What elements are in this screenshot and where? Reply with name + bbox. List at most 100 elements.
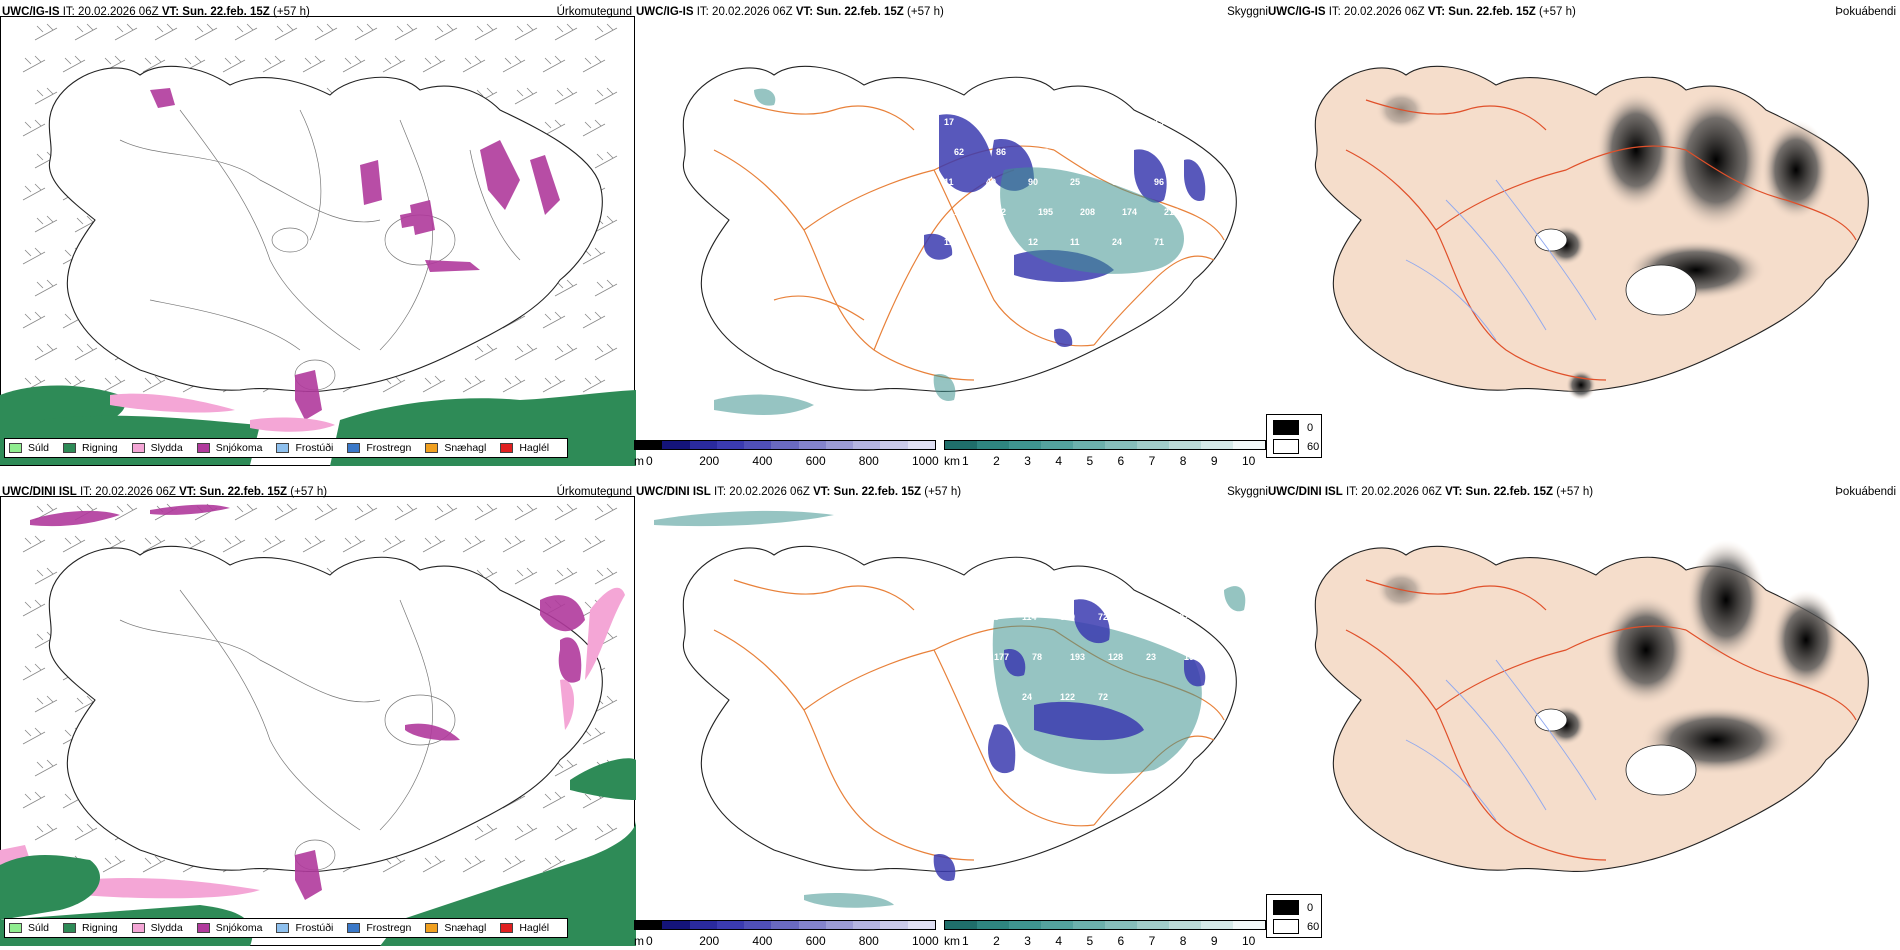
wind-barb: [314, 23, 338, 41]
wind-barb: [34, 215, 58, 233]
visibility-value-labels: 125 114 330 72 11 182 177 78 193 128 23 19 26 24 122 72: [984, 612, 1194, 702]
wind-barb: [462, 375, 486, 393]
colorbar-tick: 5: [1086, 934, 1094, 948]
panel-title-precip: Úrkomutegund: [556, 6, 632, 18]
wind-barb: [582, 311, 606, 329]
wind-barb: [302, 55, 326, 73]
wind-barb: [302, 535, 326, 553]
legend-item: Frostregn: [347, 442, 411, 454]
colorbar-tick: 3: [1024, 934, 1031, 948]
visibility-label: 120: [944, 237, 959, 247]
visibility-colorbar: km 1 2 3 4 5 6 7 8 9 10: [944, 440, 1266, 470]
precip-panel-bottom: UWC/DINI ISL IT: 20.02.2026 06Z VT: Sun.…: [0, 480, 636, 950]
visibility-panel-top: UWC/IG-IS IT: 20.02.2026 06Z VT: Sun. 22…: [634, 0, 1270, 470]
colorbar-tick: 0: [646, 454, 653, 468]
colorbar-tick: 8: [1179, 934, 1187, 948]
wind-barb: [22, 599, 46, 617]
colorbar-tick: 400: [752, 454, 773, 468]
wind-barb: [554, 343, 578, 361]
visibility-label: 114: [1022, 612, 1037, 622]
precip-sleet: [0, 587, 625, 899]
internal-contours: [119, 589, 456, 871]
visibility-label: 96: [1154, 177, 1164, 187]
panel-header: UWC/DINI ISL IT: 20.02.2026 06Z VT: Sun.…: [636, 486, 1268, 498]
visibility-label: 125: [984, 612, 999, 622]
visibility-label: 177: [994, 652, 1009, 662]
wind-barb: [554, 823, 578, 841]
visibility-label: 78: [1032, 652, 1042, 662]
colorbar-tick: 6: [1117, 454, 1125, 468]
visibility-label: 11: [1122, 147, 1132, 157]
wind-barb: [422, 55, 446, 73]
fog-map: [1314, 65, 1869, 400]
wind-barb: [34, 823, 58, 841]
rivers: [1405, 659, 1597, 821]
wind-barb: [22, 663, 46, 681]
wind-barb: [34, 695, 58, 713]
wind-barb: [502, 535, 526, 553]
wind-barb: [102, 375, 126, 393]
wind-barb: [354, 23, 378, 41]
wind-barb: [542, 791, 566, 809]
wind-barb: [554, 87, 578, 105]
visibility-label: 93: [1028, 117, 1038, 127]
wind-barb: [354, 503, 378, 521]
colorbar-tick: 800: [858, 454, 879, 468]
legend-item: Rigning: [63, 442, 118, 454]
cloud-base-blue: [924, 114, 1206, 347]
colorbar-tick: 1000: [912, 454, 939, 468]
colorbar-tick: 4: [1055, 454, 1063, 468]
wind-barb: [434, 503, 458, 521]
wind-barb: [34, 87, 58, 105]
wind-barb: [422, 855, 446, 873]
wind-barb: [394, 503, 418, 521]
legend-item: Snæhagl: [425, 442, 486, 454]
visibility-label: 72: [1098, 612, 1108, 622]
wind-barb: [34, 279, 58, 297]
colorbar-tick: 600: [805, 934, 826, 948]
visibility-label: 208: [1080, 207, 1095, 217]
wind-barb: [154, 23, 178, 41]
panel-header: UWC/IG-IS IT: 20.02.2026 06Z VT: Sun. 22…: [636, 6, 1268, 18]
visibility-label: 87: [1112, 177, 1122, 187]
fog-legend: 0 60: [1266, 894, 1322, 938]
colorbar-tick: 200: [699, 454, 720, 468]
wind-barb: [262, 535, 286, 553]
cloud-base-colorbar: m 0 200 400 600 800 1000: [634, 440, 939, 470]
colorbar-tick: 0: [646, 934, 653, 948]
wind-barb: [542, 535, 566, 553]
visibility-label: 71: [1154, 237, 1164, 247]
wind-barb: [74, 23, 98, 41]
wind-barb: [394, 23, 418, 41]
wind-barb: [262, 55, 286, 73]
colorbar-tick: 1: [962, 454, 969, 468]
visibility-label: 210: [1164, 207, 1179, 217]
visibility-label: 484: [1080, 147, 1095, 157]
wind-barb: [514, 503, 538, 521]
wind-barb: [594, 823, 618, 841]
legend-item: Súld: [9, 442, 49, 454]
iceland-outline: [48, 65, 603, 392]
wind-barb: [502, 855, 526, 873]
colorbar-tick: 9: [1210, 934, 1218, 948]
visibility-label: 25: [1070, 177, 1080, 187]
visibility-value-labels: 17 78 93 105 159 150 62 86 87 484 11 113 11 49 90 25 87 9…: [944, 117, 1179, 247]
wind-barb: [142, 55, 166, 73]
wind-barb: [342, 55, 366, 73]
precip-panel-top: UWC/IG-IS IT: 20.02.2026 06Z VT: Sun. 22…: [0, 0, 636, 470]
visibility-label: 174: [1122, 207, 1137, 217]
precip-map: [0, 23, 636, 466]
colorbar-tick: 2: [993, 934, 1000, 948]
panel-title-fog: Þokuábendi: [1835, 6, 1896, 18]
wind-barb: [514, 823, 538, 841]
wind-barb: [594, 343, 618, 361]
colorbar-tick: 5: [1086, 454, 1094, 468]
visibility-teal: [714, 88, 1184, 415]
wind-barb: [554, 567, 578, 585]
visibility-label: 122: [1060, 692, 1075, 702]
visibility-panel-bottom: UWC/DINI ISL IT: 20.02.2026 06Z VT: Sun.…: [634, 480, 1270, 950]
visibility-label: 12: [1028, 237, 1038, 247]
panel-header: UWC/DINI ISL IT: 20.02.2026 06Z VT: Sun.…: [1268, 486, 1896, 498]
visibility-label: 126: [986, 237, 1001, 247]
wind-barb: [542, 55, 566, 73]
